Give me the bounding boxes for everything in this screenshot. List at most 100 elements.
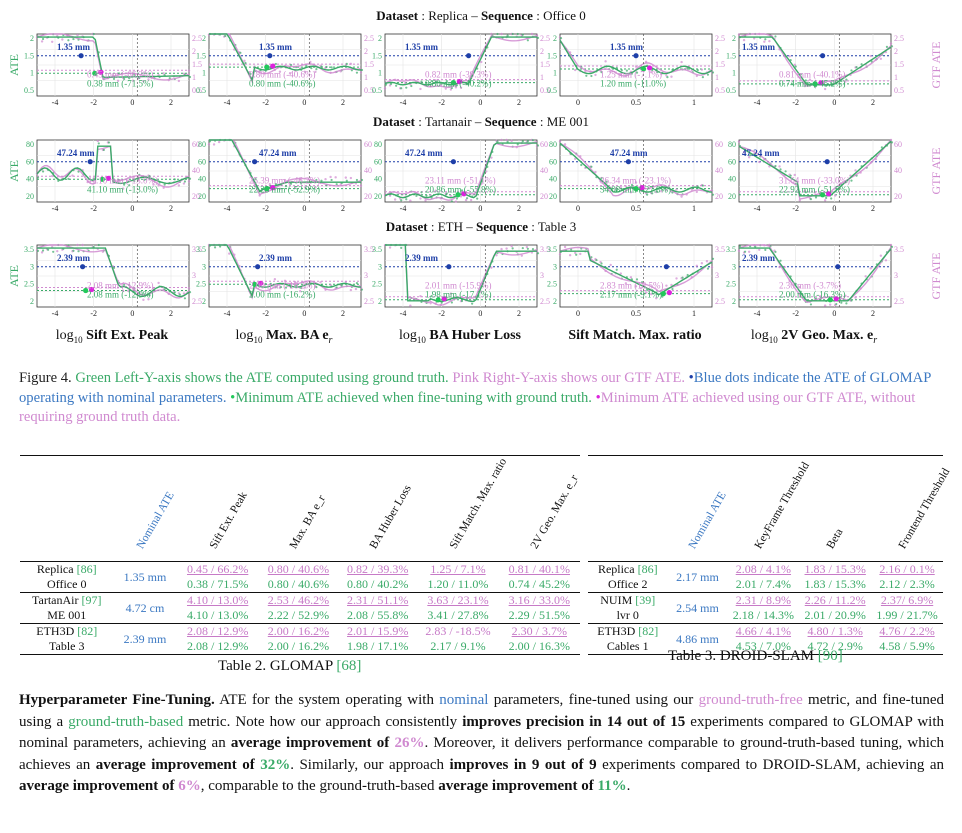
gtf-scatter-point bbox=[334, 176, 337, 179]
min-gtf-dot bbox=[666, 290, 672, 296]
gt-scatter-point bbox=[860, 63, 863, 66]
gtf-scatter-point bbox=[869, 54, 872, 58]
gt-scatter-point bbox=[345, 179, 348, 182]
gtf-scatter-point bbox=[409, 304, 412, 307]
gt-scatter-point bbox=[168, 77, 171, 80]
gtf-scatter-point bbox=[758, 248, 761, 251]
y-right-tick-label: 40 bbox=[894, 166, 902, 175]
t3-nominal-cell: 4.86 mm bbox=[676, 631, 719, 646]
gtf-scatter-point bbox=[864, 275, 867, 278]
gtf-scatter-point bbox=[778, 265, 781, 269]
gtf-scatter-point bbox=[563, 245, 567, 249]
y-left-tick-label: 2 bbox=[202, 297, 206, 306]
y-right-tick-label: 2 bbox=[364, 47, 368, 56]
gt-scatter-point bbox=[330, 178, 333, 182]
t2-gt-cell: 4.10 / 13.0% bbox=[186, 608, 249, 622]
t2-header-2: Max. BA e_r bbox=[288, 493, 329, 551]
gtf-scatter-point bbox=[705, 260, 709, 263]
gt-scatter-point bbox=[681, 276, 684, 279]
gt-scatter-point bbox=[779, 259, 782, 262]
gtf-scatter-point bbox=[665, 74, 668, 77]
y-left-tick-label: 80 bbox=[374, 140, 382, 149]
y-right-tick-label: 2.5 bbox=[540, 297, 550, 306]
t3-gtf-cell: 2.26 / 11.2% bbox=[804, 593, 866, 607]
gtf-scatter-point bbox=[747, 250, 751, 253]
y-right-tick-label: 3 bbox=[894, 271, 898, 280]
t3-header-3: Frontend Threshold bbox=[896, 466, 953, 551]
gtf-scatter-point bbox=[530, 32, 534, 36]
gt-scatter-point bbox=[355, 282, 359, 285]
gtf-label: 0.81 mm (-40.1%) bbox=[779, 69, 846, 79]
gt-scatter-point bbox=[279, 285, 283, 289]
nominal-dot bbox=[450, 159, 456, 165]
left-axis-label: ATE bbox=[7, 265, 21, 287]
gt-scatter-point bbox=[67, 39, 70, 42]
gt-scatter-point bbox=[600, 176, 603, 180]
min-gt-dot bbox=[450, 80, 456, 86]
nominal-dot bbox=[80, 264, 86, 270]
gtf-scatter-point bbox=[278, 187, 282, 191]
gt-scatter-point bbox=[173, 291, 176, 294]
gtf-scatter-point bbox=[742, 150, 746, 154]
y-right-tick-label: 3 bbox=[540, 271, 544, 280]
gtf-scatter-point bbox=[879, 57, 883, 60]
y-left-tick-label: 3 bbox=[553, 262, 557, 271]
y-left-tick-label: 60 bbox=[26, 157, 34, 166]
gt-scatter-point bbox=[661, 188, 664, 191]
gt-scatter-point bbox=[850, 179, 853, 182]
x-tick-label: 0 bbox=[130, 204, 134, 213]
gtf-scatter-point bbox=[76, 243, 79, 247]
y-left-tick-label: 1.5 bbox=[547, 51, 557, 60]
y-left-tick-label: 2 bbox=[30, 34, 34, 43]
gtf-scatter-point bbox=[670, 75, 673, 78]
gtf-scatter-point bbox=[319, 281, 322, 284]
t2-dataset-cell: Replica [86] Office 0 bbox=[36, 562, 97, 591]
gtf-scatter-point bbox=[449, 194, 453, 198]
gtf-scatter-point bbox=[273, 278, 277, 281]
gtf-scatter-point bbox=[40, 251, 44, 254]
gt-scatter-point bbox=[749, 154, 752, 157]
gt-scatter-point bbox=[345, 62, 348, 65]
gtf-scatter-point bbox=[137, 179, 140, 182]
t3-dataset-cell: Replica [86] Office 2 bbox=[597, 562, 658, 591]
min-gtf-dot bbox=[818, 80, 824, 86]
t2-gt-cell: 3.41 / 27.8% bbox=[427, 608, 489, 622]
x-tick-label: -2 bbox=[262, 98, 269, 107]
min-gt-dot bbox=[827, 297, 833, 303]
x-tick-label: 0.5 bbox=[631, 309, 641, 318]
x-tick-label: 1 bbox=[692, 98, 696, 107]
gt-scatter-point bbox=[163, 183, 166, 186]
gtf-scatter-point bbox=[753, 37, 756, 40]
gt-scatter-point bbox=[850, 69, 853, 72]
gt-label: 0.80 mm (-40.2%) bbox=[425, 78, 492, 88]
t2-gt-cell: 2.00 / 16.3% bbox=[508, 639, 570, 653]
gt-scatter-point bbox=[148, 72, 151, 75]
gtf-scatter-point bbox=[634, 285, 638, 288]
t3-dataset-cell: NUIM [39] lvr 0 bbox=[600, 593, 656, 622]
t2-gtf-cell: 4.10 / 13.0% bbox=[186, 593, 249, 607]
gtf-scatter-point bbox=[283, 178, 287, 182]
gt-scatter-point bbox=[754, 245, 757, 248]
gt-scatter-point bbox=[471, 302, 474, 305]
t2-nominal-cell: 4.72 cm bbox=[125, 600, 165, 615]
gt-scatter-point bbox=[244, 61, 247, 65]
gtf-label: 36.34 mm (-23.1%) bbox=[600, 175, 671, 185]
t2-gtf-cell: 2.31 / 51.1% bbox=[347, 593, 409, 607]
gtf-scatter-point bbox=[388, 246, 392, 249]
gt-scatter-point bbox=[430, 79, 433, 83]
t2-gt-cell: 2.29 / 51.5% bbox=[508, 608, 570, 622]
gt-scatter-point bbox=[476, 197, 479, 200]
t2-gt-cell: 0.80 / 40.6% bbox=[267, 577, 330, 591]
gt-scatter-point bbox=[590, 165, 593, 168]
gt-scatter-point bbox=[128, 77, 131, 80]
gt-scatter-point bbox=[239, 51, 242, 54]
gt-scatter-point bbox=[890, 245, 894, 248]
gtf-scatter-point bbox=[419, 294, 422, 298]
y-left-tick-label: 0.5 bbox=[372, 86, 382, 95]
gt-scatter-point bbox=[825, 196, 828, 200]
min-gtf-dot bbox=[456, 79, 462, 85]
gtf-scatter-point bbox=[505, 247, 508, 250]
gtf-scatter-point bbox=[889, 243, 893, 247]
x-tick-label: 0 bbox=[302, 204, 306, 213]
gtf-scatter-point bbox=[737, 33, 741, 36]
